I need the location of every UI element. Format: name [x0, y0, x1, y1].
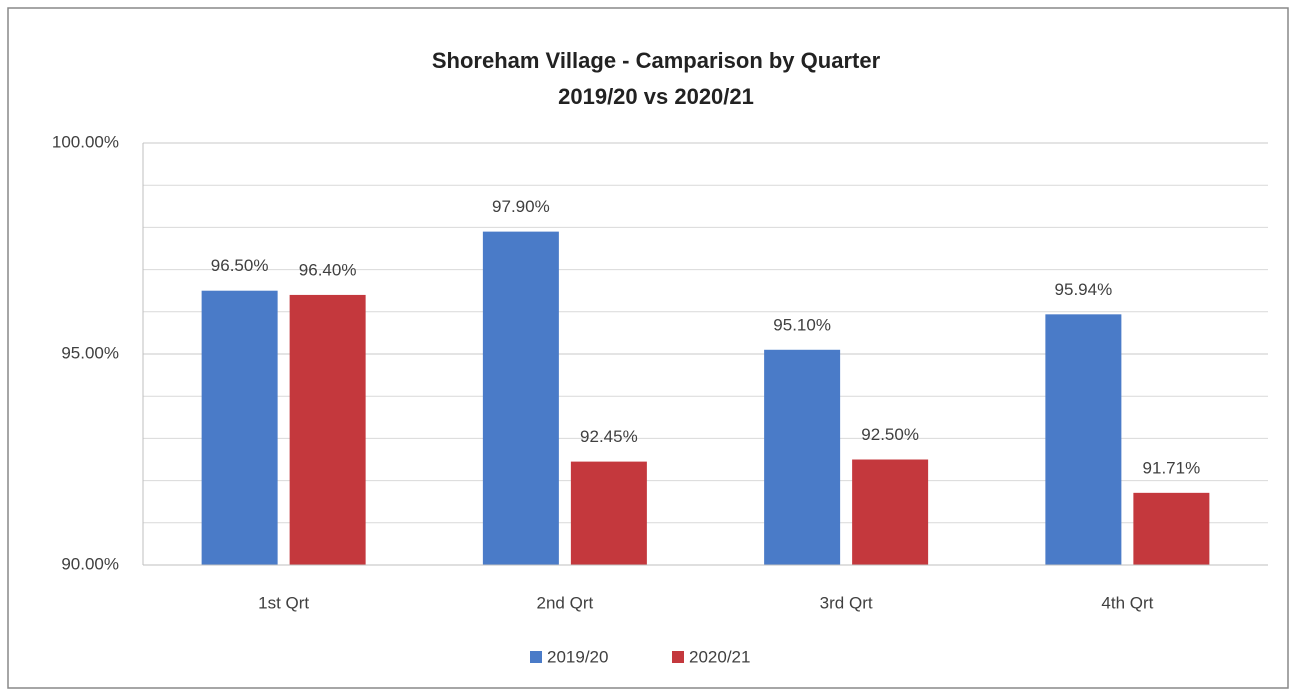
bar [570, 461, 647, 565]
data-label: 97.90% [492, 197, 550, 216]
x-tick-label: 2nd Qrt [537, 593, 594, 612]
x-tick-label: 3rd Qrt [820, 593, 873, 612]
legend-swatch [672, 651, 684, 663]
x-tick-label: 1st Qrt [258, 593, 309, 612]
chart-title: Shoreham Village - Camparison by Quarter [432, 48, 881, 73]
data-label: 92.50% [861, 425, 919, 444]
bar [852, 459, 929, 565]
bar [201, 290, 278, 565]
bar [289, 294, 366, 565]
bar [1045, 314, 1122, 565]
data-label: 92.45% [580, 427, 638, 446]
bar [764, 349, 841, 565]
legend-swatch [530, 651, 542, 663]
chart-subtitle: 2019/20 vs 2020/21 [558, 84, 754, 109]
x-tick-label: 4th Qrt [1101, 593, 1153, 612]
bar [482, 231, 559, 565]
data-label: 91.71% [1143, 458, 1201, 477]
y-tick-label: 100.00% [52, 132, 119, 151]
y-tick-label: 95.00% [61, 343, 119, 362]
data-label: 96.40% [299, 260, 357, 279]
legend-label: 2020/21 [689, 647, 750, 666]
y-tick-label: 90.00% [61, 554, 119, 573]
data-label: 95.94% [1055, 280, 1113, 299]
data-label: 95.10% [773, 315, 831, 334]
legend-label: 2019/20 [547, 647, 608, 666]
bar [1133, 492, 1210, 565]
data-label: 96.50% [211, 256, 269, 275]
